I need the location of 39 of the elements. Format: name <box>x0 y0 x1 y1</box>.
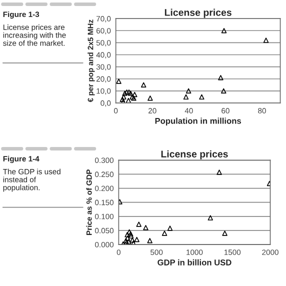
point <box>116 78 122 84</box>
point <box>121 94 126 100</box>
point <box>126 89 132 95</box>
point <box>132 92 138 98</box>
point <box>123 238 129 244</box>
point <box>124 232 130 238</box>
point <box>221 88 226 94</box>
point <box>143 225 148 230</box>
point <box>199 94 204 100</box>
point <box>222 230 228 236</box>
x-axis-title: Population in millions <box>155 118 241 126</box>
point <box>120 96 126 102</box>
point <box>221 28 227 34</box>
point <box>130 237 136 243</box>
point <box>186 88 192 94</box>
point <box>128 233 134 238</box>
point <box>122 90 128 96</box>
point <box>136 222 142 227</box>
point <box>126 239 132 244</box>
point <box>118 199 122 204</box>
chart-title: License prices <box>164 8 232 18</box>
point <box>128 90 134 96</box>
point <box>147 238 152 244</box>
point <box>216 170 222 175</box>
point <box>263 38 269 43</box>
point <box>208 215 214 220</box>
point <box>128 231 134 236</box>
point <box>126 98 132 103</box>
point <box>134 236 140 242</box>
point <box>218 75 224 80</box>
point <box>140 82 146 88</box>
point <box>162 230 168 236</box>
point <box>148 96 153 101</box>
point <box>183 94 189 100</box>
x-axis-title: GDP in billion USD <box>158 259 232 266</box>
chart-title: License prices <box>161 150 228 160</box>
point <box>124 235 130 241</box>
point <box>124 89 130 95</box>
point <box>167 226 173 231</box>
